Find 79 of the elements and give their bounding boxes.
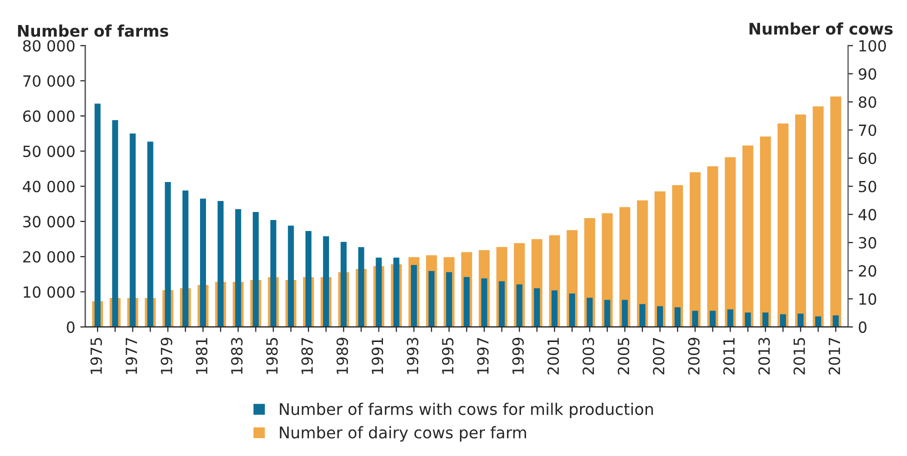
y-tick-label: 80 000 [23, 40, 75, 52]
x-tick-label: 2015 [793, 338, 806, 374]
bar [604, 300, 610, 327]
y2-axis-title: Number of cows [750, 22, 893, 35]
x-tick-label: 2003 [582, 338, 594, 374]
y-axis-title: Number of farms [18, 24, 168, 37]
bar [639, 304, 646, 327]
bar [778, 124, 788, 327]
bar [727, 309, 734, 327]
x-tick-label: 2017 [828, 338, 840, 374]
x-tick-label: 2007 [652, 338, 664, 374]
bar [744, 312, 751, 327]
x-tick-label: 1987 [301, 338, 313, 374]
y2-tick-label: 90 [858, 68, 876, 80]
y2-tick-label: 20 [858, 265, 876, 277]
x-tick-label: 2011 [723, 338, 735, 374]
bar [742, 145, 754, 327]
bar [481, 278, 488, 327]
y2-tick-label: 100 [859, 40, 886, 52]
x-tick-label: 1985 [266, 338, 278, 374]
bar [569, 294, 576, 327]
x-tick-label: 2009 [688, 338, 700, 374]
x-tick-label: 1991 [372, 338, 384, 374]
y-tick-label: 0 [66, 321, 75, 333]
bar [654, 191, 666, 327]
x-tick-label: 2001 [547, 338, 559, 374]
y-tick-label: 70 000 [23, 75, 75, 87]
bar [656, 306, 663, 327]
bar [795, 114, 806, 327]
y-tick-label: 60 000 [23, 110, 75, 122]
y2-tick-label: 50 [858, 180, 876, 192]
y2-tick-label: 0 [858, 321, 866, 333]
x-tick-label: 1979 [160, 338, 172, 374]
bar [762, 312, 768, 327]
bar [672, 185, 684, 327]
bar [674, 307, 681, 327]
x-tick-label: 2013 [758, 338, 770, 374]
bar [724, 157, 736, 327]
y2-tick-label: 30 [858, 237, 876, 249]
bar [692, 310, 698, 327]
bar [690, 172, 701, 327]
bar [464, 277, 470, 327]
y2-tick-label: 60 [858, 152, 876, 164]
x-tick-label: 1993 [406, 338, 418, 374]
x-tick-label: 1983 [231, 338, 243, 374]
bar [534, 288, 540, 327]
bar [780, 314, 786, 327]
bar [516, 284, 522, 327]
y2-tick-label: 80 [858, 96, 876, 108]
bar [498, 281, 505, 327]
bar [636, 200, 648, 327]
y-tick-label: 30 000 [23, 216, 75, 228]
x-tick-label: 1975 [90, 338, 102, 374]
bar [798, 314, 804, 327]
x-tick-label: 1977 [126, 338, 138, 374]
bar [552, 290, 558, 327]
y2-tick-label: 70 [859, 124, 876, 136]
y-tick-label: 50 000 [23, 146, 75, 158]
bar [586, 298, 593, 327]
y2-tick-label: 10 [859, 293, 876, 305]
bar [622, 300, 628, 327]
y-tick-label: 40 000 [22, 180, 75, 192]
bar [815, 316, 822, 327]
x-tick-label: 1981 [196, 338, 208, 374]
y2-tick-label: 40 [858, 208, 876, 220]
x-tick-label: 1999 [512, 338, 524, 374]
bar [830, 96, 842, 327]
legend-label: Number of dairy cows per farm [280, 426, 526, 442]
y-tick-label: 10 000 [24, 286, 75, 298]
x-tick-label: 1997 [477, 338, 489, 374]
y-tick-label: 20 000 [23, 251, 75, 263]
x-tick-label: 1989 [336, 338, 348, 374]
x-tick-label: 1995 [442, 338, 454, 374]
x-tick-label: 2005 [618, 338, 630, 374]
legend-label: Number of farms with cows for milk production [280, 402, 653, 418]
bar [812, 106, 824, 327]
bar [707, 166, 718, 327]
bar [710, 310, 716, 327]
bar [760, 136, 771, 327]
